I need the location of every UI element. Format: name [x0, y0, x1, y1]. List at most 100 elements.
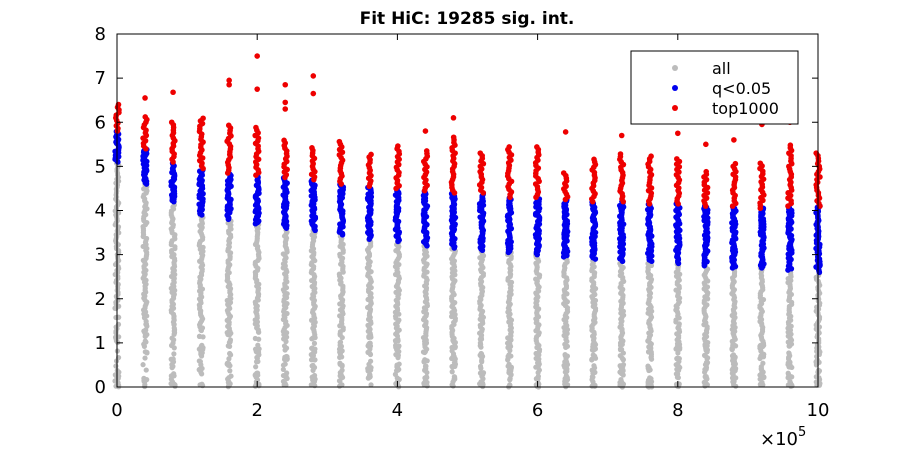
- point-all: [477, 370, 484, 376]
- point-all: [423, 374, 430, 380]
- point-all: [284, 370, 290, 376]
- point-top-outlier: [282, 81, 289, 88]
- point-all: [253, 364, 259, 370]
- point-top: [617, 151, 624, 157]
- point-all: [196, 367, 202, 373]
- legend-label: top1000: [712, 99, 779, 118]
- point-all: [507, 382, 513, 388]
- point-top: [336, 138, 343, 145]
- point-all: [200, 244, 206, 250]
- point-all: [395, 336, 401, 342]
- point-top: [253, 124, 259, 131]
- point-all: [396, 348, 402, 355]
- point-top-outlier: [618, 132, 625, 139]
- point-all: [365, 368, 371, 374]
- point-all: [422, 357, 428, 363]
- point-all: [675, 361, 681, 367]
- point-all: [564, 375, 570, 381]
- point-all: [226, 382, 232, 388]
- point-all: [367, 340, 373, 346]
- point-all: [452, 361, 459, 367]
- point-all: [196, 346, 202, 352]
- point-top-outlier: [254, 53, 260, 59]
- point-all: [113, 363, 119, 369]
- x-tick-label: 4: [392, 400, 403, 421]
- y-tick-label: 6: [95, 112, 106, 133]
- legend-marker: [672, 105, 678, 111]
- point-all: [141, 343, 148, 349]
- point-all: [479, 359, 485, 365]
- point-all: [449, 382, 455, 388]
- point-all: [702, 374, 708, 380]
- point-all: [171, 331, 177, 337]
- point-all: [282, 361, 288, 367]
- point-top-outlier: [310, 73, 317, 79]
- point-all: [534, 352, 540, 358]
- point-all: [113, 305, 119, 312]
- data-column: [392, 143, 403, 390]
- data-column: [701, 141, 711, 389]
- legend-label: all: [712, 59, 731, 78]
- point-all: [758, 373, 765, 380]
- point-all: [308, 382, 314, 388]
- point-all: [169, 335, 175, 341]
- point-top: [423, 148, 430, 154]
- data-column: [785, 119, 795, 389]
- point-all: [787, 364, 793, 370]
- point-all: [198, 351, 204, 357]
- data-column: [196, 115, 206, 389]
- point-top: [560, 170, 567, 176]
- point-all: [786, 343, 792, 349]
- point-all: [337, 354, 343, 360]
- point-all: [308, 357, 315, 363]
- point-all: [226, 332, 232, 338]
- data-column: [336, 138, 347, 389]
- point-all: [507, 375, 513, 382]
- point-all: [256, 329, 262, 335]
- x-axis-multiplier: ×10 5: [760, 425, 806, 450]
- point-top: [787, 142, 794, 148]
- point-all: [591, 363, 597, 369]
- point-all: [254, 355, 260, 361]
- point-all: [253, 374, 259, 380]
- x-tick-label: 2: [251, 400, 262, 421]
- data-column: [280, 81, 290, 388]
- point-all: [787, 373, 793, 380]
- point-all: [143, 367, 149, 373]
- point-all: [507, 337, 513, 343]
- point-all: [224, 360, 230, 366]
- point-top: [703, 168, 710, 175]
- point-all: [703, 347, 709, 353]
- point-all: [646, 367, 652, 374]
- legend-marker: [672, 85, 678, 91]
- point-all: [337, 339, 344, 345]
- point-all: [142, 382, 148, 388]
- point-all: [171, 351, 177, 357]
- point-all: [674, 374, 681, 380]
- point-all: [732, 366, 738, 373]
- point-all: [256, 336, 262, 342]
- point-all: [141, 315, 148, 321]
- point-all: [477, 336, 483, 342]
- x-multiplier-base: ×10: [760, 429, 798, 450]
- point-all: [533, 364, 539, 370]
- point-top: [757, 160, 764, 167]
- point-all: [309, 345, 315, 351]
- point-top: [732, 160, 739, 167]
- data-column: [673, 115, 683, 390]
- data-column: [644, 153, 655, 390]
- data-column: [224, 77, 234, 390]
- data-column: [420, 128, 431, 389]
- x-tick-labels: 0 2 4 6 8 10: [111, 400, 829, 421]
- point-all: [760, 344, 766, 350]
- point-all: [422, 344, 428, 350]
- point-top: [368, 151, 374, 158]
- point-top-outlier: [282, 106, 289, 112]
- point-top-outlier: [562, 129, 569, 135]
- point-top: [450, 134, 457, 141]
- point-all: [168, 356, 174, 362]
- data-column: [476, 150, 487, 390]
- data-column: [140, 95, 150, 390]
